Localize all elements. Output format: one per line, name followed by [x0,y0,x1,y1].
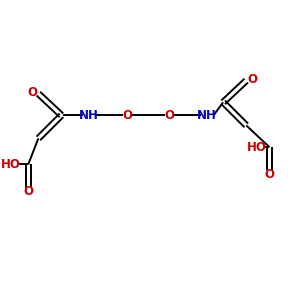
Text: O: O [23,185,33,198]
Text: O: O [264,168,274,181]
Text: O: O [28,86,38,99]
Text: HO: HO [247,141,266,154]
Text: NH: NH [197,109,217,122]
Text: HO: HO [1,158,21,171]
Text: O: O [247,73,257,85]
Text: NH: NH [79,109,99,122]
Text: O: O [164,109,174,122]
Text: O: O [122,109,132,122]
